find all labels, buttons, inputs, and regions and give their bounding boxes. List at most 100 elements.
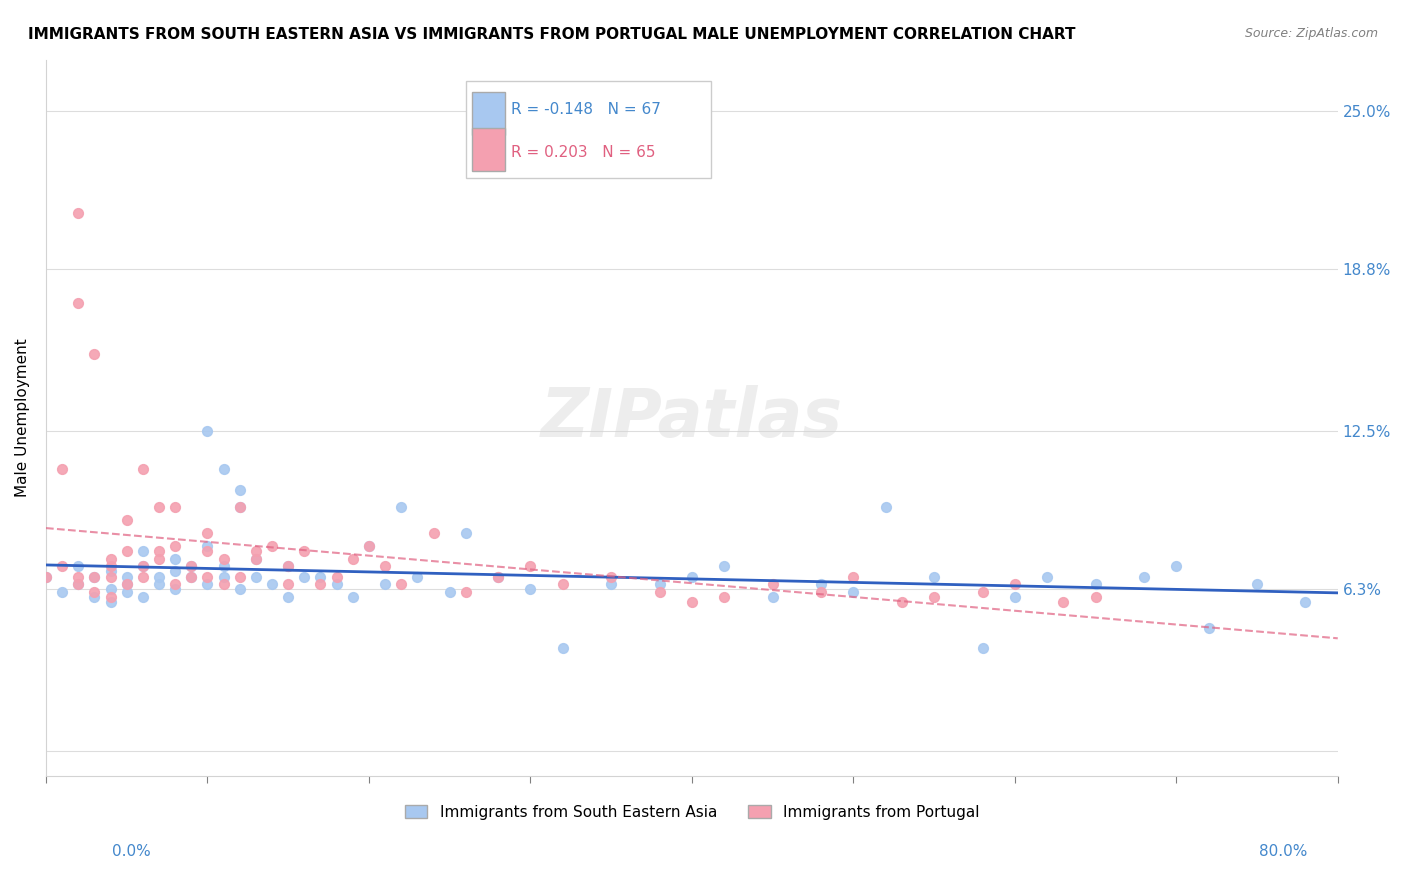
- Point: [180, 559, 202, 574]
- Point: [810, 577, 832, 591]
- Point: [277, 559, 299, 574]
- Point: [406, 569, 429, 583]
- Point: [83, 347, 105, 361]
- Point: [83, 585, 105, 599]
- Point: [890, 595, 912, 609]
- Y-axis label: Male Unemployment: Male Unemployment: [15, 338, 30, 497]
- Point: [648, 577, 671, 591]
- Point: [342, 551, 364, 566]
- Point: [229, 483, 252, 497]
- Point: [762, 577, 785, 591]
- Point: [180, 569, 202, 583]
- Point: [922, 569, 945, 583]
- Point: [972, 585, 994, 599]
- Text: R = -0.148   N = 67: R = -0.148 N = 67: [510, 103, 661, 117]
- Point: [277, 559, 299, 574]
- Point: [197, 569, 219, 583]
- Point: [115, 577, 138, 591]
- Point: [681, 569, 703, 583]
- Point: [51, 585, 73, 599]
- Point: [842, 569, 865, 583]
- Point: [713, 559, 735, 574]
- Point: [165, 539, 187, 553]
- Point: [132, 559, 155, 574]
- Point: [115, 569, 138, 583]
- Point: [67, 577, 90, 591]
- Point: [35, 569, 58, 583]
- Point: [1133, 569, 1156, 583]
- Point: [83, 590, 105, 604]
- Point: [115, 513, 138, 527]
- Point: [357, 539, 380, 553]
- Point: [165, 577, 187, 591]
- Point: [245, 569, 267, 583]
- Point: [1036, 569, 1059, 583]
- Point: [454, 526, 477, 541]
- Point: [260, 577, 283, 591]
- Point: [197, 526, 219, 541]
- Point: [1084, 590, 1107, 604]
- Point: [1198, 621, 1220, 635]
- Point: [51, 462, 73, 476]
- Point: [115, 544, 138, 558]
- Point: [197, 577, 219, 591]
- Point: [1166, 559, 1188, 574]
- Point: [212, 551, 235, 566]
- Point: [229, 500, 252, 515]
- Point: [148, 500, 170, 515]
- Point: [277, 590, 299, 604]
- Point: [132, 590, 155, 604]
- Point: [35, 569, 58, 583]
- Text: IMMIGRANTS FROM SOUTH EASTERN ASIA VS IMMIGRANTS FROM PORTUGAL MALE UNEMPLOYMENT: IMMIGRANTS FROM SOUTH EASTERN ASIA VS IM…: [28, 27, 1076, 42]
- Point: [67, 295, 90, 310]
- Text: Source: ZipAtlas.com: Source: ZipAtlas.com: [1244, 27, 1378, 40]
- Point: [551, 577, 574, 591]
- Text: R = 0.203   N = 65: R = 0.203 N = 65: [510, 145, 655, 161]
- Point: [309, 577, 332, 591]
- Point: [292, 544, 315, 558]
- Point: [648, 585, 671, 599]
- Point: [260, 539, 283, 553]
- FancyBboxPatch shape: [472, 128, 505, 170]
- Point: [100, 582, 122, 597]
- Point: [165, 551, 187, 566]
- Point: [422, 526, 444, 541]
- Point: [67, 577, 90, 591]
- Point: [374, 577, 396, 591]
- Point: [212, 462, 235, 476]
- Point: [342, 590, 364, 604]
- Point: [148, 551, 170, 566]
- Point: [713, 590, 735, 604]
- Point: [245, 551, 267, 566]
- Point: [229, 582, 252, 597]
- Point: [83, 569, 105, 583]
- Point: [922, 590, 945, 604]
- Point: [212, 577, 235, 591]
- Point: [389, 577, 412, 591]
- Point: [180, 569, 202, 583]
- FancyBboxPatch shape: [472, 92, 505, 135]
- Point: [325, 569, 347, 583]
- Point: [1084, 577, 1107, 591]
- Point: [681, 595, 703, 609]
- Point: [357, 539, 380, 553]
- Point: [67, 569, 90, 583]
- Point: [389, 500, 412, 515]
- Point: [439, 585, 461, 599]
- Point: [100, 590, 122, 604]
- Point: [180, 559, 202, 574]
- Point: [374, 559, 396, 574]
- Legend: Immigrants from South Eastern Asia, Immigrants from Portugal: Immigrants from South Eastern Asia, Immi…: [398, 798, 986, 826]
- Point: [67, 206, 90, 220]
- Point: [309, 569, 332, 583]
- Point: [810, 585, 832, 599]
- Point: [132, 544, 155, 558]
- Point: [148, 577, 170, 591]
- Point: [1052, 595, 1074, 609]
- Text: ZIPatlas: ZIPatlas: [541, 384, 842, 450]
- Point: [551, 641, 574, 656]
- Point: [842, 585, 865, 599]
- Point: [197, 424, 219, 438]
- Point: [245, 551, 267, 566]
- Point: [212, 559, 235, 574]
